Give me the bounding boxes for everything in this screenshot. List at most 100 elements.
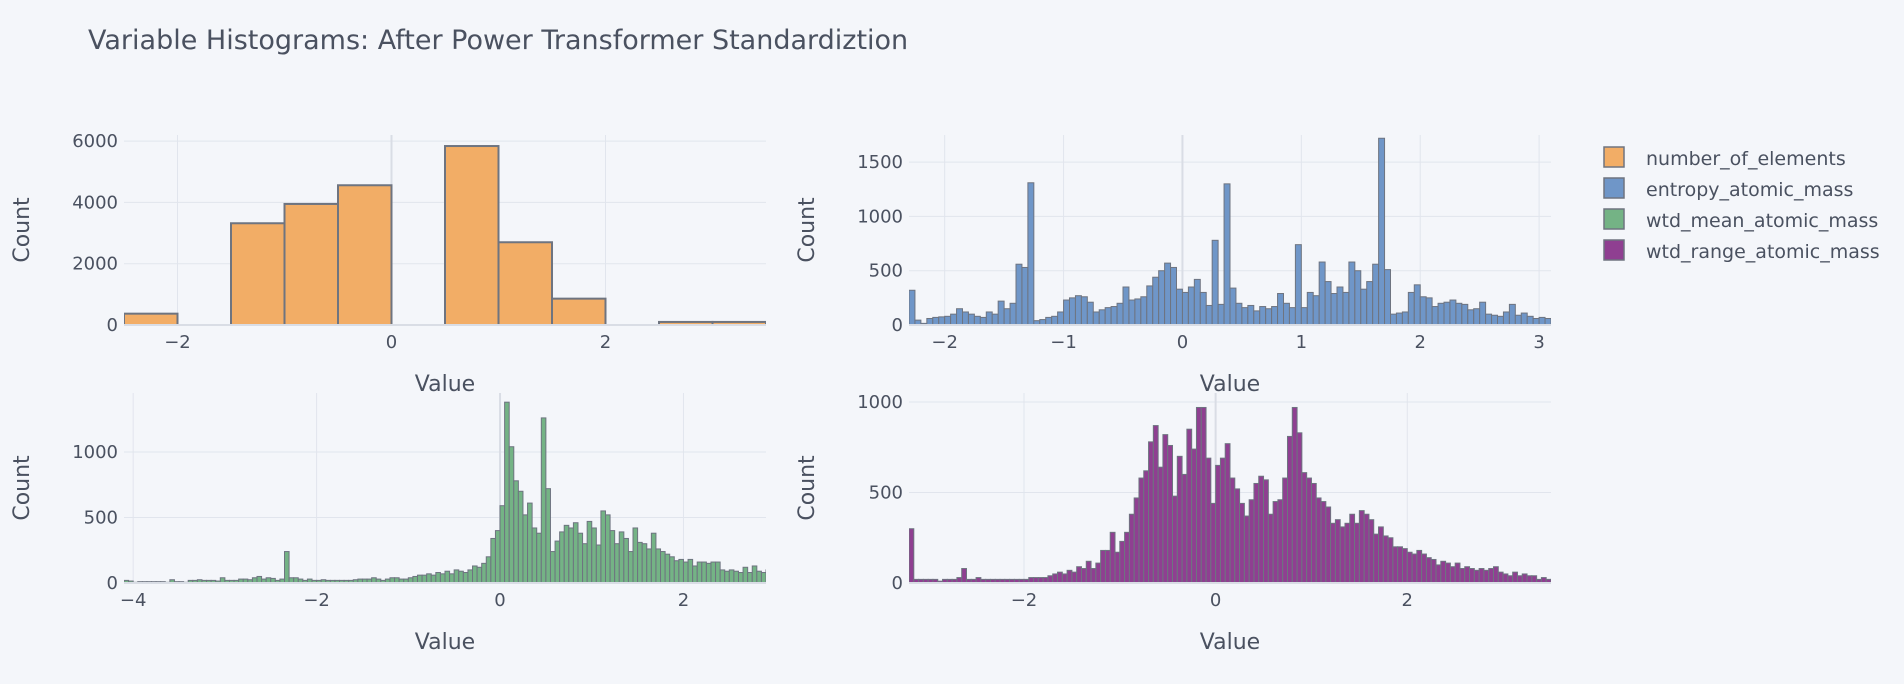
histogram-bar[interactable] <box>710 561 717 583</box>
histogram-bar[interactable] <box>1521 573 1528 583</box>
histogram-bar[interactable] <box>1339 526 1346 583</box>
histogram-bar[interactable] <box>1069 297 1076 325</box>
histogram-bar[interactable] <box>711 320 767 325</box>
histogram-bar[interactable] <box>1395 312 1403 325</box>
histogram-bar[interactable] <box>1015 263 1023 325</box>
histogram-bar[interactable] <box>1443 301 1451 325</box>
histogram-bar[interactable] <box>1473 308 1481 325</box>
histogram-bar[interactable] <box>1291 406 1298 583</box>
histogram-bar[interactable] <box>1514 314 1522 325</box>
histogram-bar[interactable] <box>513 480 519 583</box>
histogram-bar[interactable] <box>508 446 515 583</box>
histogram-bar[interactable] <box>1378 526 1384 583</box>
histogram-bar[interactable] <box>705 562 712 583</box>
histogram-bar[interactable] <box>490 537 496 583</box>
histogram-bar[interactable] <box>1306 291 1314 325</box>
histogram-bar[interactable] <box>728 569 735 583</box>
histogram-bar[interactable] <box>1526 315 1534 325</box>
histogram-bar[interactable] <box>1378 137 1386 325</box>
histogram-bar[interactable] <box>1421 553 1427 583</box>
histogram-bar[interactable] <box>1210 502 1217 583</box>
histogram-bar[interactable] <box>1538 316 1546 325</box>
histogram-bar[interactable] <box>1003 308 1011 325</box>
histogram-bar[interactable] <box>494 530 501 583</box>
histogram-bar[interactable] <box>563 524 570 583</box>
histogram-bar[interactable] <box>497 241 553 325</box>
histogram-bar[interactable] <box>961 568 967 583</box>
histogram-bar[interactable] <box>1167 444 1174 583</box>
histogram-bar[interactable] <box>673 560 680 583</box>
histogram-bar[interactable] <box>517 490 524 583</box>
histogram-bar[interactable] <box>1354 522 1360 583</box>
histogram-bar[interactable] <box>1265 308 1273 325</box>
histogram-bar[interactable] <box>1387 537 1394 583</box>
histogram-bar[interactable] <box>1437 302 1445 325</box>
histogram-bar[interactable] <box>1021 266 1029 325</box>
histogram-bar[interactable] <box>1406 551 1413 583</box>
histogram-bar[interactable] <box>540 417 547 583</box>
histogram-bar[interactable] <box>458 570 464 583</box>
histogram-bar[interactable] <box>1187 286 1195 325</box>
legend-item[interactable]: number_of_elements <box>1603 146 1846 170</box>
histogram-bar[interactable] <box>1318 261 1326 325</box>
histogram-bar[interactable] <box>1325 506 1332 583</box>
histogram-bar[interactable] <box>1241 307 1249 325</box>
histogram-bar[interactable] <box>1095 562 1102 583</box>
histogram-bar[interactable] <box>1348 261 1356 325</box>
histogram-bar[interactable] <box>1324 281 1332 325</box>
histogram-bar[interactable] <box>1158 270 1166 325</box>
histogram-bar[interactable] <box>1119 540 1126 583</box>
histogram-bar[interactable] <box>1516 575 1523 583</box>
histogram-bar[interactable] <box>572 522 579 583</box>
histogram-bar[interactable] <box>956 308 963 325</box>
histogram-bar[interactable] <box>618 531 625 583</box>
histogram-bar[interactable] <box>416 574 423 583</box>
histogram-bar[interactable] <box>747 572 753 583</box>
histogram-bar[interactable] <box>1248 499 1255 583</box>
histogram-bar[interactable] <box>485 556 492 583</box>
histogram-bar[interactable] <box>1310 482 1317 583</box>
histogram-bar[interactable] <box>1512 571 1518 583</box>
histogram-bar[interactable] <box>715 561 721 583</box>
histogram-bar[interactable] <box>472 565 478 583</box>
histogram-bar[interactable] <box>499 505 506 583</box>
histogram-bar[interactable] <box>1162 434 1169 583</box>
histogram-bar[interactable] <box>1358 510 1365 583</box>
histogram-bar[interactable] <box>1085 560 1092 583</box>
histogram-bar[interactable] <box>1349 513 1356 583</box>
histogram-bar[interactable] <box>1296 432 1303 583</box>
histogram-bar[interactable] <box>991 313 999 325</box>
histogram-bar[interactable] <box>531 527 538 583</box>
histogram-bar[interactable] <box>462 572 469 583</box>
histogram-bar[interactable] <box>1110 306 1118 325</box>
histogram-bar[interactable] <box>1449 299 1457 325</box>
histogram-bar[interactable] <box>1478 568 1485 583</box>
histogram-bar[interactable] <box>909 289 916 325</box>
histogram-bar[interactable] <box>1368 519 1375 583</box>
histogram-bar[interactable] <box>1205 457 1212 583</box>
histogram-bar[interactable] <box>655 548 662 583</box>
histogram-bar[interactable] <box>1464 566 1471 583</box>
legend-item[interactable]: wtd_mean_atomic_mass <box>1603 208 1878 232</box>
histogram-bar[interactable] <box>1411 553 1418 583</box>
histogram-bar[interactable] <box>591 527 597 583</box>
histogram-bar[interactable] <box>1300 307 1308 325</box>
histogram-bar[interactable] <box>1263 479 1269 583</box>
histogram-bar[interactable] <box>1416 549 1423 583</box>
histogram-bar[interactable] <box>1134 298 1142 325</box>
histogram-bar[interactable] <box>1301 472 1308 583</box>
histogram-bar[interactable] <box>614 543 620 583</box>
histogram-bar[interactable] <box>1234 488 1241 583</box>
histogram-bar[interactable] <box>1459 568 1466 583</box>
histogram-bar[interactable] <box>637 541 643 583</box>
histogram-bar[interactable] <box>760 572 766 583</box>
histogram-bar[interactable] <box>1074 295 1082 325</box>
histogram-bar[interactable] <box>909 528 915 583</box>
histogram-bar[interactable] <box>1315 497 1322 583</box>
histogram-bar[interactable] <box>632 527 639 583</box>
histogram-bar[interactable] <box>1277 293 1284 325</box>
histogram-bar[interactable] <box>1363 513 1370 583</box>
histogram-bar[interactable] <box>1172 495 1178 583</box>
histogram-bar[interactable] <box>1488 568 1495 583</box>
histogram-bar[interactable] <box>1051 315 1059 325</box>
